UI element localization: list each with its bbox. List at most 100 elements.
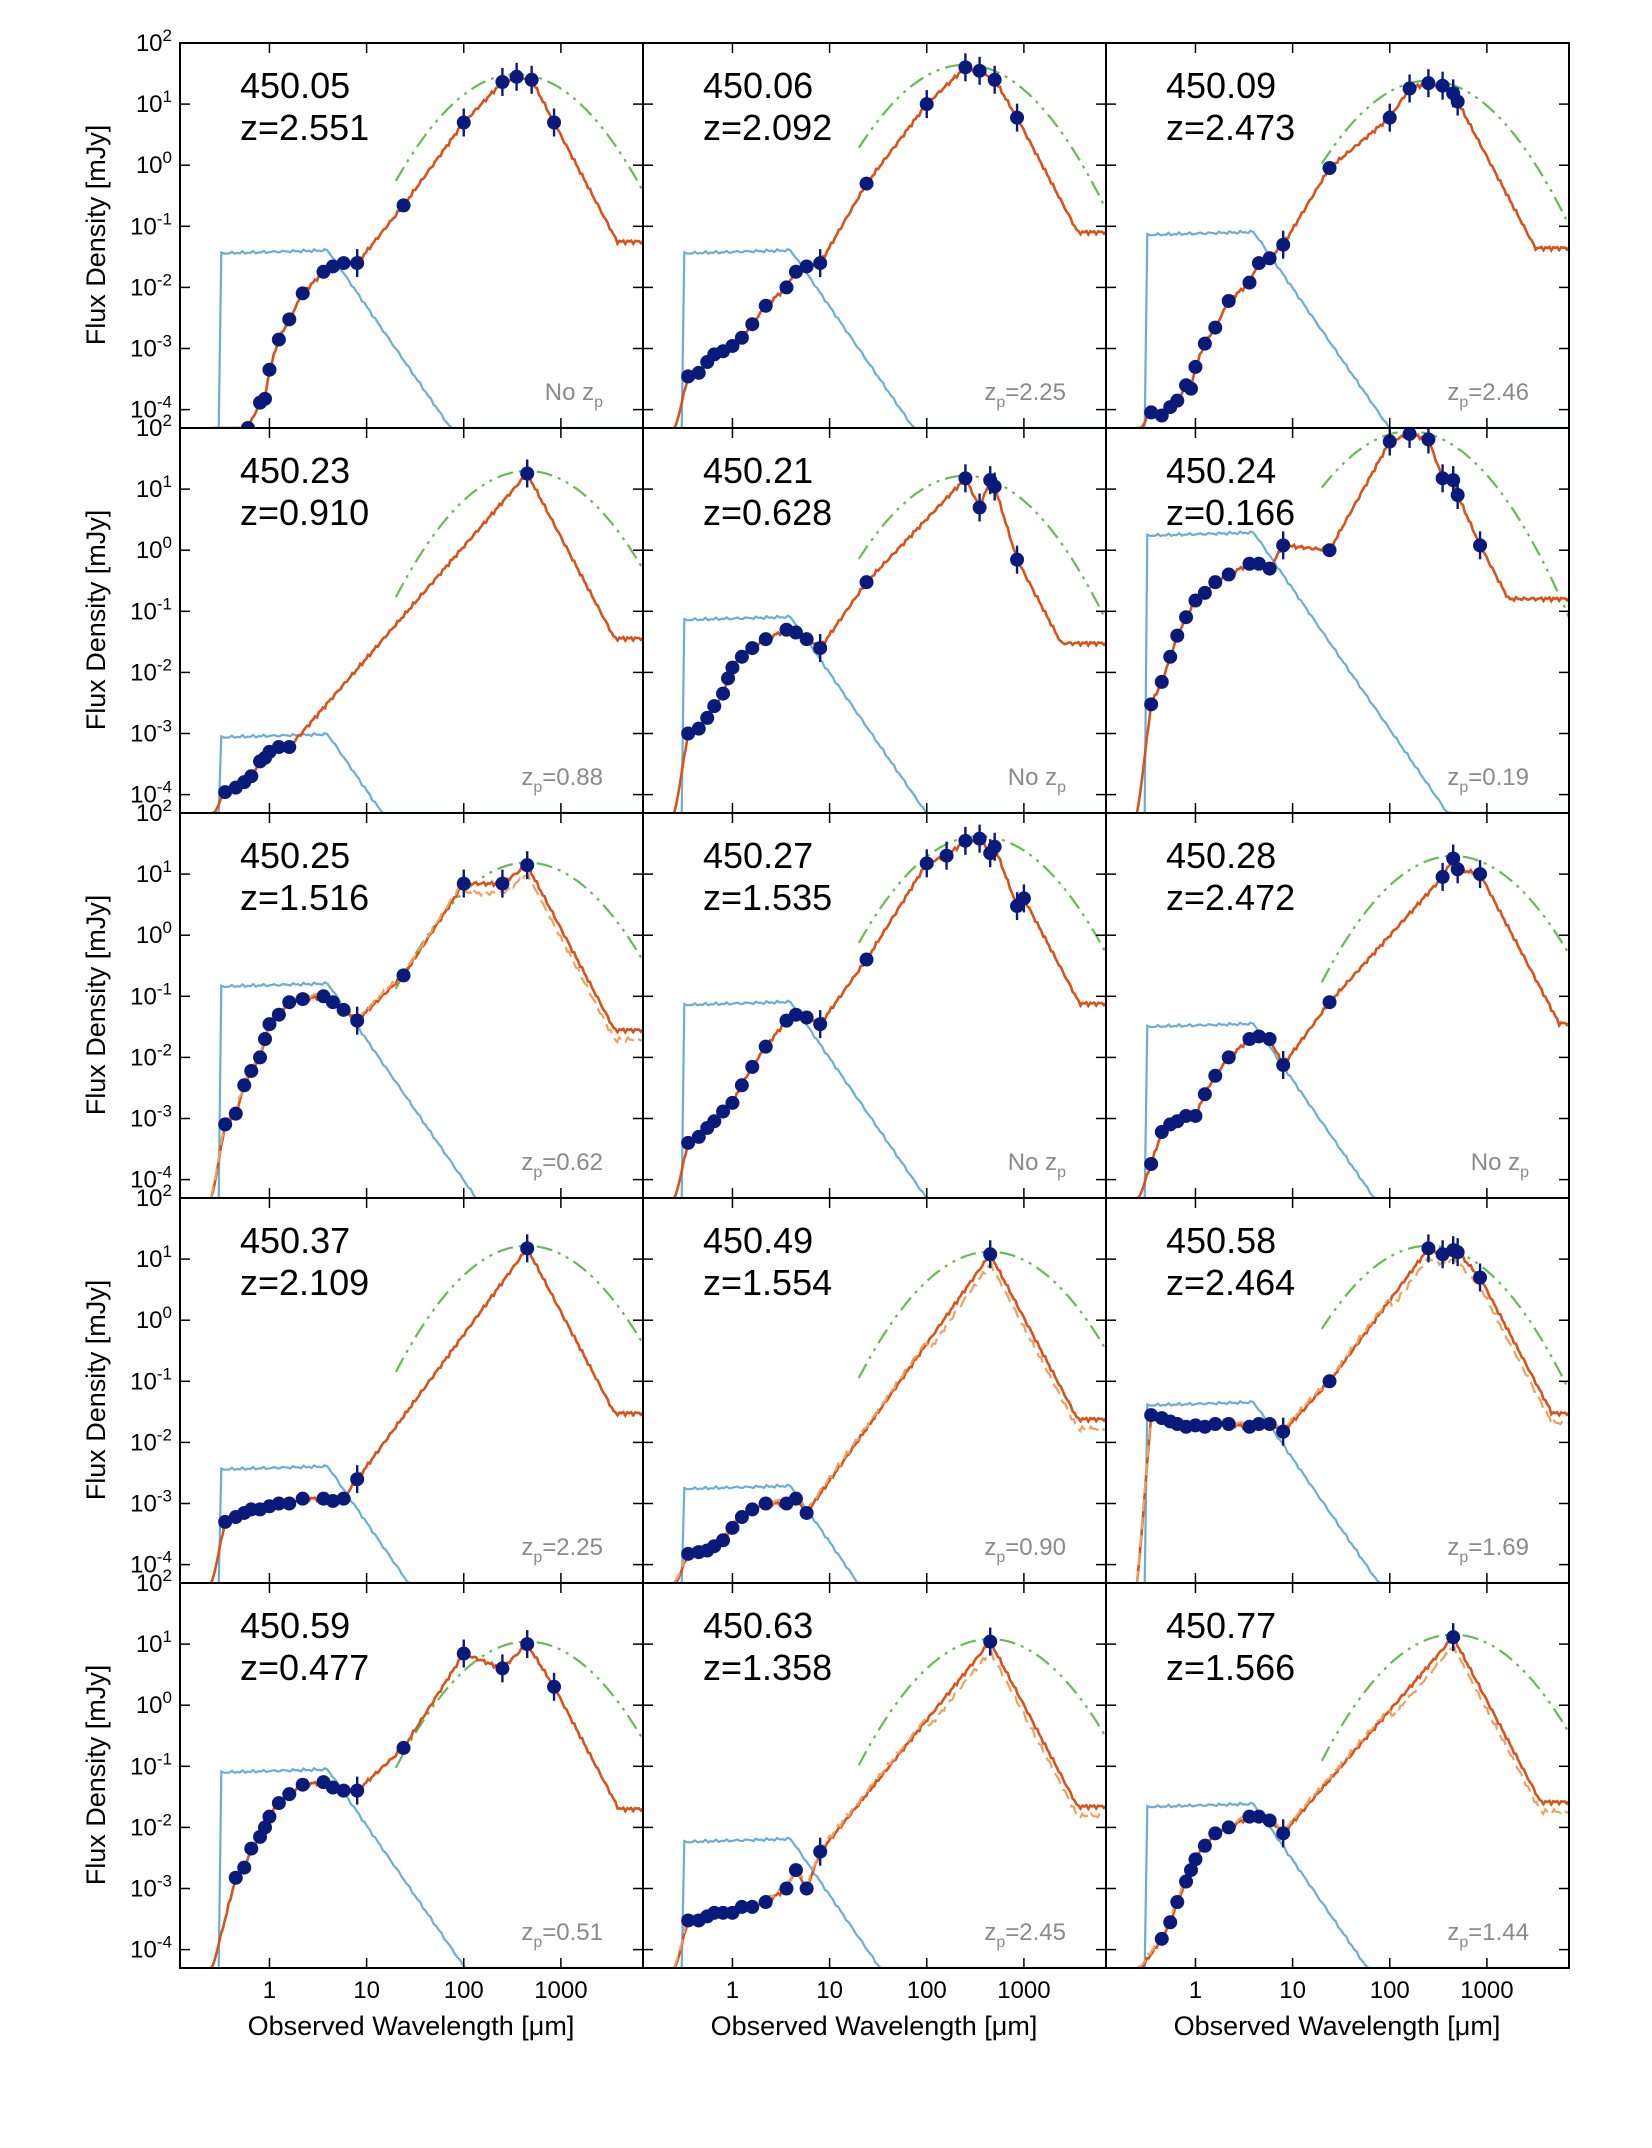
photometry-point	[725, 1520, 740, 1535]
stellar-template-line	[680, 999, 1106, 1198]
dust-template-line	[394, 1244, 643, 1373]
x-tick-label: 10	[353, 1977, 380, 2004]
y-tick-label: 101	[136, 87, 172, 118]
plot-area	[672, 464, 1106, 813]
y-tick-label: 101	[136, 1242, 172, 1273]
panel-redshift: z=2.472	[1166, 877, 1295, 918]
dust-template-line	[1320, 79, 1569, 226]
photometry-point	[707, 699, 722, 714]
y-tick-label: 10-1	[130, 1364, 172, 1395]
photometry-point	[716, 1104, 731, 1119]
photometry-point	[919, 97, 934, 112]
y-tick-label: 10-3	[130, 332, 172, 363]
stellar-template-line	[1143, 530, 1569, 813]
photometry-point	[1276, 1826, 1291, 1841]
y-tick-label: 10-2	[130, 1810, 172, 1841]
photometry-point	[700, 710, 715, 725]
plot-area	[672, 824, 1106, 1198]
sed-panel: 450.09z=2.473 zp=2.46	[1105, 42, 1570, 429]
y-tick-label: 10-1	[130, 209, 172, 240]
photometry-point	[1170, 1895, 1185, 1910]
photometry-point	[983, 1634, 998, 1649]
x-tick-label: 100	[907, 1977, 947, 2004]
panel-source-id: 450.59	[240, 1605, 350, 1646]
panel-source-id: 450.27	[703, 835, 813, 876]
photometry-point	[1322, 160, 1337, 175]
panel-source-id: 450.05	[240, 65, 350, 106]
photometry-point	[1163, 649, 1178, 664]
panel-source-id: 450.28	[1166, 835, 1276, 876]
photometry-point	[779, 1881, 794, 1896]
photometric-redshift-label: zp=1.69	[1447, 1534, 1529, 1566]
panel-source-id: 450.09	[1166, 65, 1276, 106]
stellar-template-line	[217, 731, 643, 813]
photometry-point	[958, 471, 973, 486]
dust-template-line	[394, 73, 643, 192]
photometry-point	[520, 466, 535, 481]
y-tick-label: 10-2	[130, 1425, 172, 1456]
y-tick-label: 101	[136, 472, 172, 503]
photometry-point	[1421, 1241, 1436, 1256]
photometry-point	[734, 1078, 749, 1093]
photometry-point	[456, 876, 471, 891]
photometry-point	[1221, 567, 1236, 582]
photometry-point	[725, 660, 740, 675]
panel-redshift: z=0.477	[240, 1647, 369, 1688]
photometric-redshift-label: zp=2.25	[984, 379, 1066, 411]
panel-source-id: 450.25	[240, 835, 350, 876]
photometric-redshift-label: zp=2.25	[521, 1534, 603, 1566]
photometry-point	[1473, 1270, 1488, 1285]
photometry-point	[1450, 488, 1465, 503]
photometry-point	[1402, 428, 1417, 441]
photometry-point	[1010, 110, 1025, 125]
photometry-point	[734, 649, 749, 664]
y-tick-label: 102	[136, 796, 172, 827]
photometry-point	[958, 60, 973, 75]
photometry-point	[520, 858, 535, 873]
alternative-model-line	[209, 874, 643, 1198]
y-axis-label-row-2: Flux Density [mJy]	[81, 510, 111, 731]
photometry-point	[1322, 543, 1337, 558]
photometry-point	[1382, 110, 1397, 125]
photometry-point	[336, 1002, 351, 1017]
photometry-point	[681, 1135, 696, 1150]
sed-panel: 1 10 100 1000 450.77z=1.566 zp=1.44	[1105, 1582, 1570, 2004]
photometry-point	[1144, 405, 1159, 420]
photometric-redshift-label: zp=2.46	[1447, 379, 1529, 411]
plot-area	[673, 1240, 1106, 1583]
photometry-point	[779, 280, 794, 295]
photometry-point	[336, 1491, 351, 1506]
photometry-point	[1262, 1417, 1277, 1432]
stellar-template-line	[680, 1483, 1106, 1583]
y-tick-label: 102	[136, 1181, 172, 1212]
dust-template-line	[394, 469, 643, 598]
photometry-point	[350, 1783, 365, 1798]
y-tick-label: 101	[136, 857, 172, 888]
photometry-point	[1262, 561, 1277, 576]
plot-area	[672, 1627, 1106, 1968]
photometry-point	[734, 1899, 749, 1914]
photometry-point	[745, 1502, 760, 1517]
photometry-point	[271, 740, 286, 755]
photometry-point	[813, 641, 828, 656]
photometry-point	[1197, 336, 1212, 351]
dust-template-line	[1320, 1633, 1569, 1762]
photometry-point	[524, 72, 539, 87]
photometry-point	[859, 575, 874, 590]
photometry-point	[1188, 359, 1203, 374]
y-tick-label: 10-1	[130, 1749, 172, 1780]
photometry-point	[1322, 1374, 1337, 1389]
sed-panel: 450.49z=1.554 zp=0.90	[642, 1197, 1107, 1584]
sed-panel: 450.24z=0.166 zp=0.19	[1105, 427, 1570, 814]
photometric-redshift-label: No zp	[1471, 1149, 1529, 1181]
photometry-point	[1251, 256, 1266, 271]
panel-redshift: z=0.628	[703, 492, 832, 533]
photometry-point	[325, 995, 340, 1010]
photometry-point	[1251, 1029, 1266, 1044]
dust-template-line	[1320, 1244, 1569, 1391]
sed-panel: 450.06z=2.092 zp=2.25	[642, 42, 1107, 429]
photometry-point	[745, 1899, 760, 1914]
sed-panel: 450.21z=0.628 No zp	[642, 427, 1107, 814]
photometry-point	[282, 1496, 297, 1511]
panel-grid: 10-410-310-210-1100101102450.05z=2.551No…	[130, 26, 1570, 2004]
